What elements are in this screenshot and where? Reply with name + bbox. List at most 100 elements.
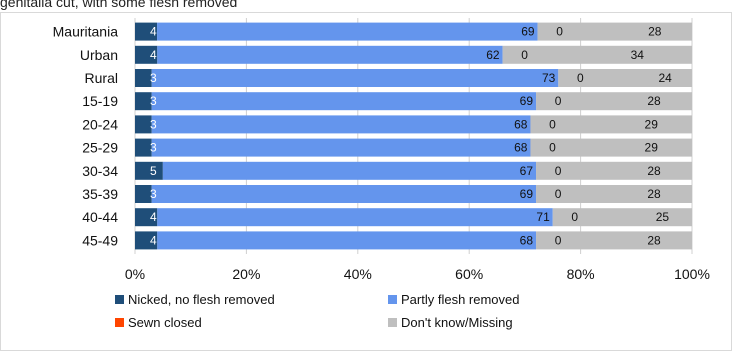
category-label: 25-29	[82, 140, 118, 156]
data-label: 0	[549, 117, 556, 131]
x-tick-label: 20%	[232, 266, 260, 282]
bar-segment	[536, 92, 692, 111]
bar-segment	[530, 138, 692, 157]
data-label: 67	[520, 164, 534, 178]
data-label: 62	[486, 48, 500, 62]
legend-label: Partly flesh removed	[401, 292, 520, 307]
data-label: 3	[150, 141, 157, 155]
bar-segment	[157, 22, 538, 41]
bar-segment	[536, 185, 692, 203]
data-label: 28	[647, 233, 661, 247]
data-label: 28	[647, 187, 661, 201]
data-label: 24	[658, 71, 672, 85]
data-label: 3	[150, 117, 157, 131]
legend: Nicked, no flesh removed Partly flesh rem…	[115, 292, 520, 330]
data-label: 68	[514, 141, 528, 155]
data-label: 29	[645, 117, 659, 131]
data-label: 5	[150, 164, 157, 178]
bar-segment	[537, 22, 692, 41]
data-label: 0	[555, 187, 562, 201]
legend-item: Don't know/Missing	[388, 315, 513, 330]
data-label: 0	[555, 233, 562, 247]
category-label: Mauritania	[53, 24, 119, 40]
chart-caption: genitalia cut, with some flesh removed	[0, 0, 238, 10]
legend-label: Sewn closed	[128, 315, 202, 330]
bar-segment	[135, 185, 152, 203]
data-label: 34	[631, 48, 645, 62]
data-label: 3	[150, 94, 157, 108]
bar-segment	[135, 161, 163, 180]
x-tick-label: 60%	[455, 266, 483, 282]
bar-segment	[151, 92, 537, 111]
data-label: 4	[150, 48, 157, 62]
data-label: 4	[150, 210, 157, 224]
legend-item: Partly flesh removed	[388, 292, 520, 307]
data-label: 68	[520, 233, 534, 247]
bar-segment	[135, 22, 158, 41]
data-label: 0	[549, 141, 556, 155]
x-tick-label: 80%	[567, 266, 595, 282]
data-label: 0	[521, 48, 528, 62]
bar-segment	[135, 115, 152, 134]
bar-segment	[135, 231, 158, 250]
data-label: 0	[555, 164, 562, 178]
data-label: 28	[648, 25, 662, 39]
bar-segment	[157, 231, 537, 250]
bars: 4 69 0 28 4 62 0 34 3 73 0 24 3 69 0 28 3 68 0 29 3 68 0 29 5 67 0…	[135, 22, 692, 250]
bar-segment	[135, 69, 152, 87]
bar-segment	[502, 45, 692, 64]
data-label: 69	[521, 25, 535, 39]
legend-swatch	[115, 295, 124, 304]
bar-segment	[162, 161, 537, 180]
bar-segment	[530, 115, 692, 134]
bar-segment	[157, 45, 503, 64]
category-label: 35-39	[82, 186, 118, 202]
category-labels: Mauritania Urban Rural 15-19 20-24 25-29 30-34…	[53, 24, 119, 249]
category-label: 30-34	[82, 163, 118, 179]
bar-segment	[135, 138, 152, 157]
legend-swatch	[388, 318, 397, 327]
bar-segment	[558, 69, 692, 87]
x-tick-label: 40%	[344, 266, 372, 282]
data-label: 3	[150, 71, 157, 85]
bar-segment	[151, 185, 537, 203]
bar-segment	[157, 208, 553, 227]
data-label: 28	[647, 164, 661, 178]
data-label: 28	[647, 94, 661, 108]
category-label: 40-44	[82, 209, 118, 225]
x-tick-label: 0%	[125, 266, 145, 282]
bar-segment	[151, 138, 531, 157]
data-label: 29	[645, 141, 659, 155]
data-label: 69	[520, 94, 534, 108]
bar-segment	[135, 92, 152, 111]
legend-swatch	[388, 295, 397, 304]
legend-swatch	[115, 318, 124, 327]
chart-frame	[0, 12, 732, 351]
data-label: 0	[577, 71, 584, 85]
data-label: 0	[555, 94, 562, 108]
bar-segment	[552, 208, 692, 227]
data-label: 3	[150, 187, 157, 201]
legend-item: Sewn closed	[115, 315, 202, 330]
legend-label: Don't know/Missing	[401, 315, 513, 330]
category-label: 45-49	[82, 232, 118, 248]
category-label: 15-19	[82, 93, 118, 109]
x-tick-labels: 0% 20% 40% 60% 80% 100%	[125, 266, 710, 282]
data-label: 73	[542, 71, 556, 85]
category-label: Urban	[80, 47, 118, 63]
bar-segment	[151, 115, 531, 134]
bar-segment	[151, 69, 559, 87]
legend-item: Nicked, no flesh removed	[115, 292, 275, 307]
bar-segment	[135, 45, 158, 64]
bar-segment	[135, 208, 158, 227]
data-label: 69	[520, 187, 534, 201]
category-label: Rural	[85, 70, 118, 86]
data-label: 25	[656, 210, 670, 224]
data-label: 68	[514, 117, 528, 131]
bar-segment	[536, 161, 692, 180]
data-label: 71	[536, 210, 550, 224]
data-label: 0	[556, 25, 563, 39]
data-label: 0	[571, 210, 578, 224]
legend-label: Nicked, no flesh removed	[128, 292, 275, 307]
